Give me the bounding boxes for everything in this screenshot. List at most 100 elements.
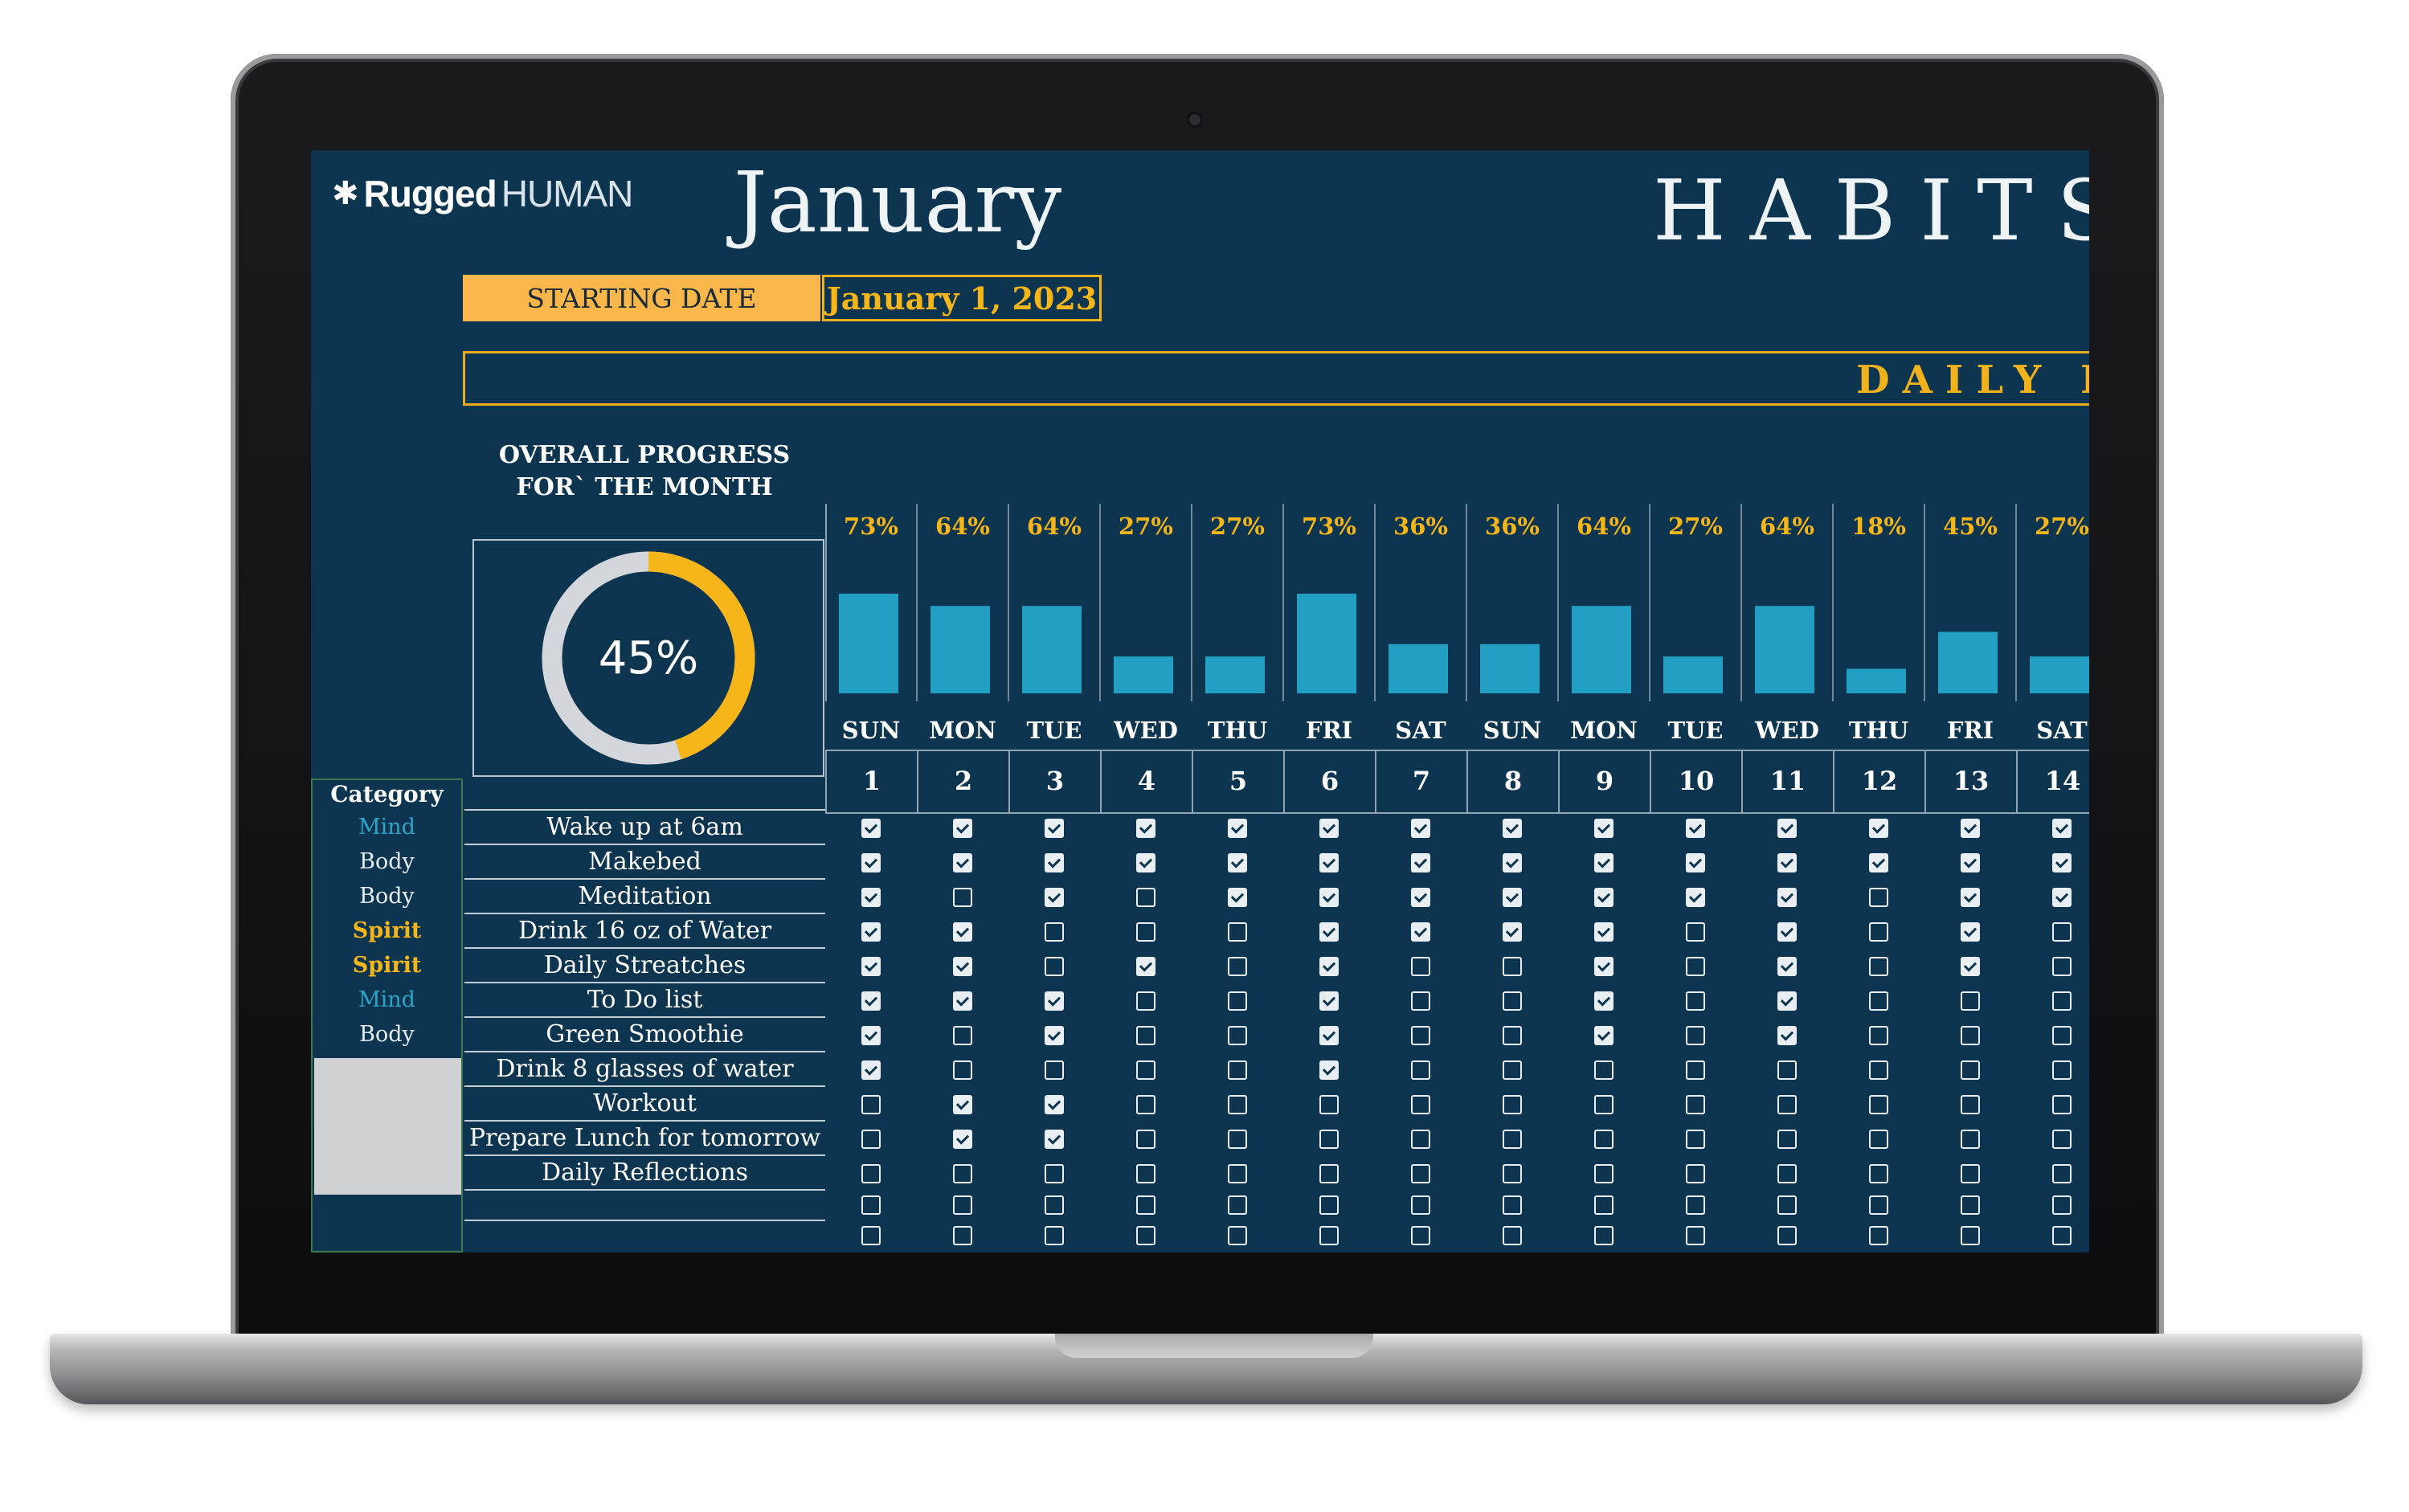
checkbox-unchecked[interactable]	[1411, 1164, 1430, 1183]
checkbox-unchecked[interactable]	[1045, 1060, 1064, 1080]
checkbox-unchecked[interactable]	[2052, 1226, 2072, 1245]
checkbox-unchecked[interactable]	[1686, 1060, 1705, 1080]
checkbox-unchecked[interactable]	[1686, 957, 1705, 976]
category-cell[interactable]: Mind	[358, 815, 415, 840]
category-empty-cell[interactable]	[314, 1058, 461, 1195]
checkbox-unchecked[interactable]	[1503, 1130, 1522, 1149]
checkbox-unchecked[interactable]	[1961, 1164, 1980, 1183]
checkbox-unchecked[interactable]	[1411, 1026, 1430, 1045]
checkbox-unchecked[interactable]	[1961, 1226, 1980, 1245]
checkbox-unchecked[interactable]	[1228, 1095, 1247, 1114]
checkbox-checked[interactable]	[953, 957, 972, 976]
habit-name-cell[interactable]	[464, 1225, 825, 1253]
checkbox-unchecked[interactable]	[1136, 888, 1155, 907]
checkbox-unchecked[interactable]	[1503, 1060, 1522, 1080]
checkbox-unchecked[interactable]	[861, 1130, 881, 1149]
checkbox-unchecked[interactable]	[1411, 1060, 1430, 1080]
checkbox-unchecked[interactable]	[861, 1095, 881, 1114]
checkbox-unchecked[interactable]	[1503, 1026, 1522, 1045]
checkbox-checked[interactable]	[861, 853, 881, 872]
checkbox-checked[interactable]	[1777, 922, 1797, 942]
habit-name-cell[interactable]	[464, 1191, 825, 1221]
checkbox-unchecked[interactable]	[1228, 1026, 1247, 1045]
checkbox-checked[interactable]	[1411, 922, 1430, 942]
checkbox-checked[interactable]	[1594, 853, 1613, 872]
checkbox-checked[interactable]	[1045, 819, 1064, 838]
checkbox-checked[interactable]	[1319, 853, 1339, 872]
checkbox-checked[interactable]	[1319, 888, 1339, 907]
checkbox-unchecked[interactable]	[1686, 1226, 1705, 1245]
checkbox-unchecked[interactable]	[1777, 1130, 1797, 1149]
checkbox-checked[interactable]	[2052, 819, 2072, 838]
checkbox-unchecked[interactable]	[1136, 991, 1155, 1011]
checkbox-unchecked[interactable]	[1136, 1060, 1155, 1080]
checkbox-unchecked[interactable]	[1869, 1195, 1888, 1215]
checkbox-checked[interactable]	[1777, 991, 1797, 1011]
checkbox-unchecked[interactable]	[1136, 1026, 1155, 1045]
checkbox-unchecked[interactable]	[2052, 991, 2072, 1011]
habit-name-cell[interactable]: Meditation	[464, 880, 825, 914]
checkbox-checked[interactable]	[953, 1095, 972, 1114]
checkbox-checked[interactable]	[1777, 1026, 1797, 1045]
checkbox-unchecked[interactable]	[1136, 1195, 1155, 1215]
checkbox-unchecked[interactable]	[953, 1195, 972, 1215]
category-cell[interactable]: Body	[359, 884, 415, 909]
checkbox-unchecked[interactable]	[1136, 1130, 1155, 1149]
checkbox-checked[interactable]	[1777, 888, 1797, 907]
checkbox-unchecked[interactable]	[1228, 957, 1247, 976]
checkbox-checked[interactable]	[1045, 888, 1064, 907]
checkbox-unchecked[interactable]	[953, 1226, 972, 1245]
checkbox-unchecked[interactable]	[1869, 991, 1888, 1011]
checkbox-unchecked[interactable]	[2052, 1026, 2072, 1045]
checkbox-checked[interactable]	[1136, 853, 1155, 872]
checkbox-unchecked[interactable]	[1136, 1164, 1155, 1183]
checkbox-unchecked[interactable]	[1045, 1164, 1064, 1183]
habit-name-cell[interactable]: Wake up at 6am	[464, 811, 825, 845]
checkbox-checked[interactable]	[1961, 957, 1980, 976]
checkbox-unchecked[interactable]	[1503, 1095, 1522, 1114]
checkbox-unchecked[interactable]	[1686, 1164, 1705, 1183]
checkbox-checked[interactable]	[1594, 991, 1613, 1011]
checkbox-checked[interactable]	[1961, 819, 1980, 838]
checkbox-unchecked[interactable]	[1228, 1195, 1247, 1215]
checkbox-unchecked[interactable]	[1594, 1130, 1613, 1149]
checkbox-unchecked[interactable]	[1045, 1226, 1064, 1245]
checkbox-unchecked[interactable]	[1136, 1095, 1155, 1114]
checkbox-unchecked[interactable]	[1594, 1095, 1613, 1114]
checkbox-unchecked[interactable]	[1869, 1095, 1888, 1114]
checkbox-unchecked[interactable]	[861, 1226, 881, 1245]
checkbox-checked[interactable]	[1319, 1060, 1339, 1080]
checkbox-checked[interactable]	[953, 1130, 972, 1149]
checkbox-unchecked[interactable]	[1594, 1195, 1613, 1215]
checkbox-unchecked[interactable]	[2052, 1164, 2072, 1183]
checkbox-checked[interactable]	[1869, 853, 1888, 872]
checkbox-checked[interactable]	[1503, 888, 1522, 907]
checkbox-unchecked[interactable]	[1686, 1130, 1705, 1149]
checkbox-unchecked[interactable]	[1228, 1226, 1247, 1245]
checkbox-unchecked[interactable]	[1869, 1164, 1888, 1183]
checkbox-unchecked[interactable]	[1961, 1026, 1980, 1045]
checkbox-checked[interactable]	[1503, 819, 1522, 838]
checkbox-unchecked[interactable]	[1411, 991, 1430, 1011]
checkbox-checked[interactable]	[1228, 819, 1247, 838]
checkbox-unchecked[interactable]	[1503, 1226, 1522, 1245]
checkbox-checked[interactable]	[1594, 922, 1613, 942]
habit-name-cell[interactable]: Prepare Lunch for tomorrow	[464, 1122, 825, 1156]
checkbox-checked[interactable]	[1777, 819, 1797, 838]
habit-name-cell[interactable]: Workout	[464, 1087, 825, 1122]
checkbox-checked[interactable]	[1594, 957, 1613, 976]
checkbox-checked[interactable]	[1319, 1026, 1339, 1045]
starting-date-field[interactable]: January 1, 2023	[822, 275, 1102, 321]
checkbox-unchecked[interactable]	[1686, 922, 1705, 942]
checkbox-checked[interactable]	[1961, 853, 1980, 872]
checkbox-checked[interactable]	[953, 922, 972, 942]
checkbox-checked[interactable]	[1411, 888, 1430, 907]
checkbox-checked[interactable]	[1686, 819, 1705, 838]
checkbox-unchecked[interactable]	[1503, 1164, 1522, 1183]
checkbox-checked[interactable]	[861, 888, 881, 907]
checkbox-unchecked[interactable]	[1411, 1095, 1430, 1114]
checkbox-unchecked[interactable]	[1777, 1060, 1797, 1080]
checkbox-unchecked[interactable]	[1136, 922, 1155, 942]
checkbox-unchecked[interactable]	[2052, 1130, 2072, 1149]
checkbox-unchecked[interactable]	[1686, 1195, 1705, 1215]
